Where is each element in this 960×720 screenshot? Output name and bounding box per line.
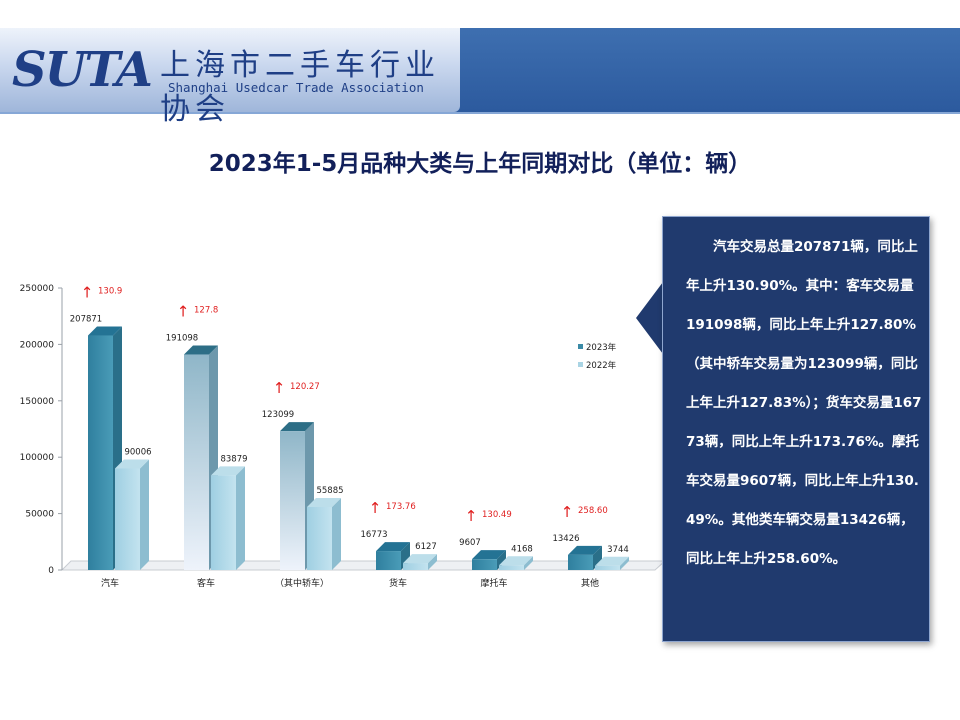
bar-chart: 0 50000 100000 150000 200000 250000 207871 9000… (20, 284, 667, 589)
bar-2022 (595, 565, 620, 570)
bar-2022 (115, 468, 140, 570)
data-label-2023: 9607 (459, 538, 481, 548)
bar-2023 (88, 335, 113, 570)
growth-label: 173.76 (386, 502, 416, 512)
bar-2023 (472, 559, 497, 570)
bar-2022-top (307, 497, 341, 507)
association-logo: SUTA 上海市二手车行业协会 Shanghai Usedcar Trade A… (0, 28, 460, 127)
legend-label: 2023年 (586, 342, 617, 353)
growth-label: 130.49 (482, 510, 512, 520)
org-name-en: Shanghai Usedcar Trade Association (168, 80, 424, 95)
org-name-cn: 上海市二手车行业协会 (160, 48, 440, 127)
growth-label: 127.8 (194, 305, 218, 315)
y-tick-label: 0 (48, 566, 54, 576)
bar-2022 (211, 475, 236, 570)
data-label-2023: 16773 (360, 530, 387, 540)
bar-2023-top (88, 326, 122, 336)
data-label-2022: 6127 (415, 542, 437, 552)
data-label-2023: 13426 (552, 534, 579, 544)
data-label-2022: 55885 (316, 486, 343, 496)
bar-2022-side (428, 554, 437, 570)
data-label-2023: 191098 (166, 333, 198, 343)
data-label-2022: 83879 (220, 454, 247, 464)
bar-2023 (280, 431, 305, 570)
legend-label: 2022年 (586, 360, 617, 371)
bar-2022-side (332, 497, 341, 570)
growth-arrow: ↑ (81, 284, 94, 302)
data-label-2023: 123099 (262, 410, 294, 420)
category-label: （其中轿车） (275, 577, 329, 589)
bar-2022 (499, 565, 524, 570)
y-tick-label: 200000 (20, 340, 55, 350)
growth-arrow: ↑ (369, 499, 382, 517)
y-tick-label: 250000 (20, 284, 55, 294)
category-label: 客车 (197, 577, 215, 589)
data-label-2022: 3744 (607, 545, 629, 555)
bar-2022 (307, 506, 332, 570)
bar-2022-top (403, 554, 437, 564)
bar-2023-side (593, 545, 602, 570)
legend-swatch (578, 344, 583, 349)
category-label: 汽车 (101, 577, 119, 589)
bar-2022-side (620, 556, 629, 570)
y-tick-label: 150000 (20, 397, 55, 407)
bar-2022-top (115, 459, 149, 469)
category-label: 其他 (581, 577, 599, 589)
data-label-2023: 207871 (70, 315, 102, 325)
growth-arrow: ↑ (273, 379, 286, 397)
growth-arrow: ↑ (177, 302, 190, 320)
growth-label: 130.9 (98, 287, 122, 297)
y-tick-label: 100000 (20, 453, 55, 463)
bar-2023-top (280, 422, 314, 432)
summary-text: 汽车交易总量207871辆，同比上年上升130.90%。其中：客车交易量1910… (686, 239, 922, 567)
bar-2023-side (497, 550, 506, 570)
category-label: 摩托车 (480, 577, 507, 589)
bar-2023 (568, 554, 593, 570)
data-label-2022: 4168 (511, 544, 533, 554)
category-label: 货车 (389, 577, 407, 589)
data-label-2022: 90006 (124, 447, 151, 457)
callout-pointer (636, 282, 663, 354)
growth-arrow: ↑ (465, 507, 478, 525)
summary-callout (662, 216, 930, 642)
bar-2023-top (568, 545, 602, 555)
bar-2022-top (499, 556, 533, 566)
growth-label: 258.60 (578, 506, 608, 516)
bar-2022-top (595, 556, 629, 566)
bar-2022-side (236, 466, 245, 570)
legend-swatch (578, 362, 583, 367)
y-tick-label: 50000 (25, 510, 54, 520)
bar-2023 (184, 354, 209, 570)
bar-2023-top (472, 550, 506, 560)
header-banner: SUTA 上海市二手车行业协会 Shanghai Usedcar Trade A… (0, 28, 960, 127)
page-title: 2023年1-5月品种大类与上年同期对比（单位：辆） (208, 151, 752, 177)
bar-2022-top (211, 466, 245, 476)
bar-2022 (403, 563, 428, 570)
bar-2022-side (140, 459, 149, 570)
bar-2023-top (184, 345, 218, 355)
bar-2023 (376, 551, 401, 570)
bar-2023-top (376, 542, 410, 552)
logo-mark: SUTA (12, 42, 153, 98)
growth-arrow: ↑ (561, 503, 574, 521)
growth-label: 120.27 (290, 382, 320, 392)
bar-2022-side (524, 556, 533, 570)
